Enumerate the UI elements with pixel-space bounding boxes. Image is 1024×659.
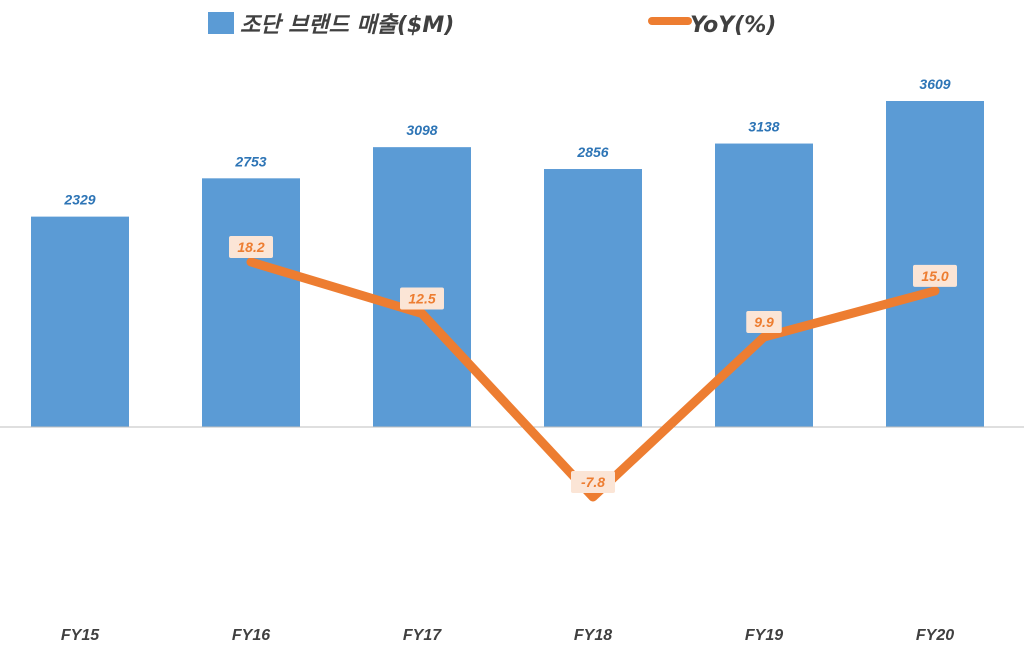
bar-series: 2329 2753 3098 2856 3138 3609 xyxy=(31,76,984,428)
category-label-fy19: FY19 xyxy=(745,627,783,644)
category-axis: FY15 FY16 FY17 FY18 FY19 FY20 xyxy=(61,627,954,644)
bar-fy16 xyxy=(202,178,300,427)
yoy-line xyxy=(246,257,940,502)
bar-value-label-fy20: 3609 xyxy=(919,76,950,92)
yoy-value-label-fy16: 18.2 xyxy=(237,239,264,255)
category-label-fy20: FY20 xyxy=(916,627,954,644)
yoy-value-label-fy18: -7.8 xyxy=(581,474,605,490)
yoy-label-box-fy18 xyxy=(571,471,615,493)
category-label-fy17: FY17 xyxy=(403,627,442,644)
bar-fy19 xyxy=(715,143,813,428)
yoy-label-box-fy19 xyxy=(746,311,782,334)
yoy-label-box-fy16 xyxy=(229,236,273,258)
legend-bar-swatch xyxy=(208,12,234,34)
bar-value-label-fy17: 3098 xyxy=(406,122,437,138)
yoy-label-box-fy20 xyxy=(913,264,957,287)
yoy-value-label-fy19: 9.9 xyxy=(754,314,774,330)
yoy-label-box-fy17 xyxy=(400,287,444,310)
category-label-fy18: FY18 xyxy=(574,627,612,644)
category-label-fy15: FY15 xyxy=(61,627,100,644)
legend-line-label: YoY(%) xyxy=(690,13,776,38)
bar-fy18 xyxy=(544,169,642,427)
yoy-line-series: 18.2 12.5 -7.8 9.9 15.0 xyxy=(229,236,957,502)
yoy-value-label-fy17: 12.5 xyxy=(408,291,435,307)
bar-value-label-fy19: 3138 xyxy=(748,119,779,135)
legend-bar-label: 조단 브랜드 매출($M) xyxy=(240,13,454,38)
bar-value-label-fy18: 2856 xyxy=(576,144,608,160)
bar-value-label-fy15: 2329 xyxy=(63,192,95,208)
bar-value-label-fy16: 2753 xyxy=(234,153,266,169)
bar-fy17 xyxy=(373,147,471,427)
bar-fy15 xyxy=(31,216,129,427)
category-label-fy16: FY16 xyxy=(232,627,270,644)
bar-fy20 xyxy=(886,101,984,427)
yoy-value-label-fy20: 15.0 xyxy=(921,268,948,284)
legend: 조단 브랜드 매출($M) YoY(%) xyxy=(208,12,776,38)
